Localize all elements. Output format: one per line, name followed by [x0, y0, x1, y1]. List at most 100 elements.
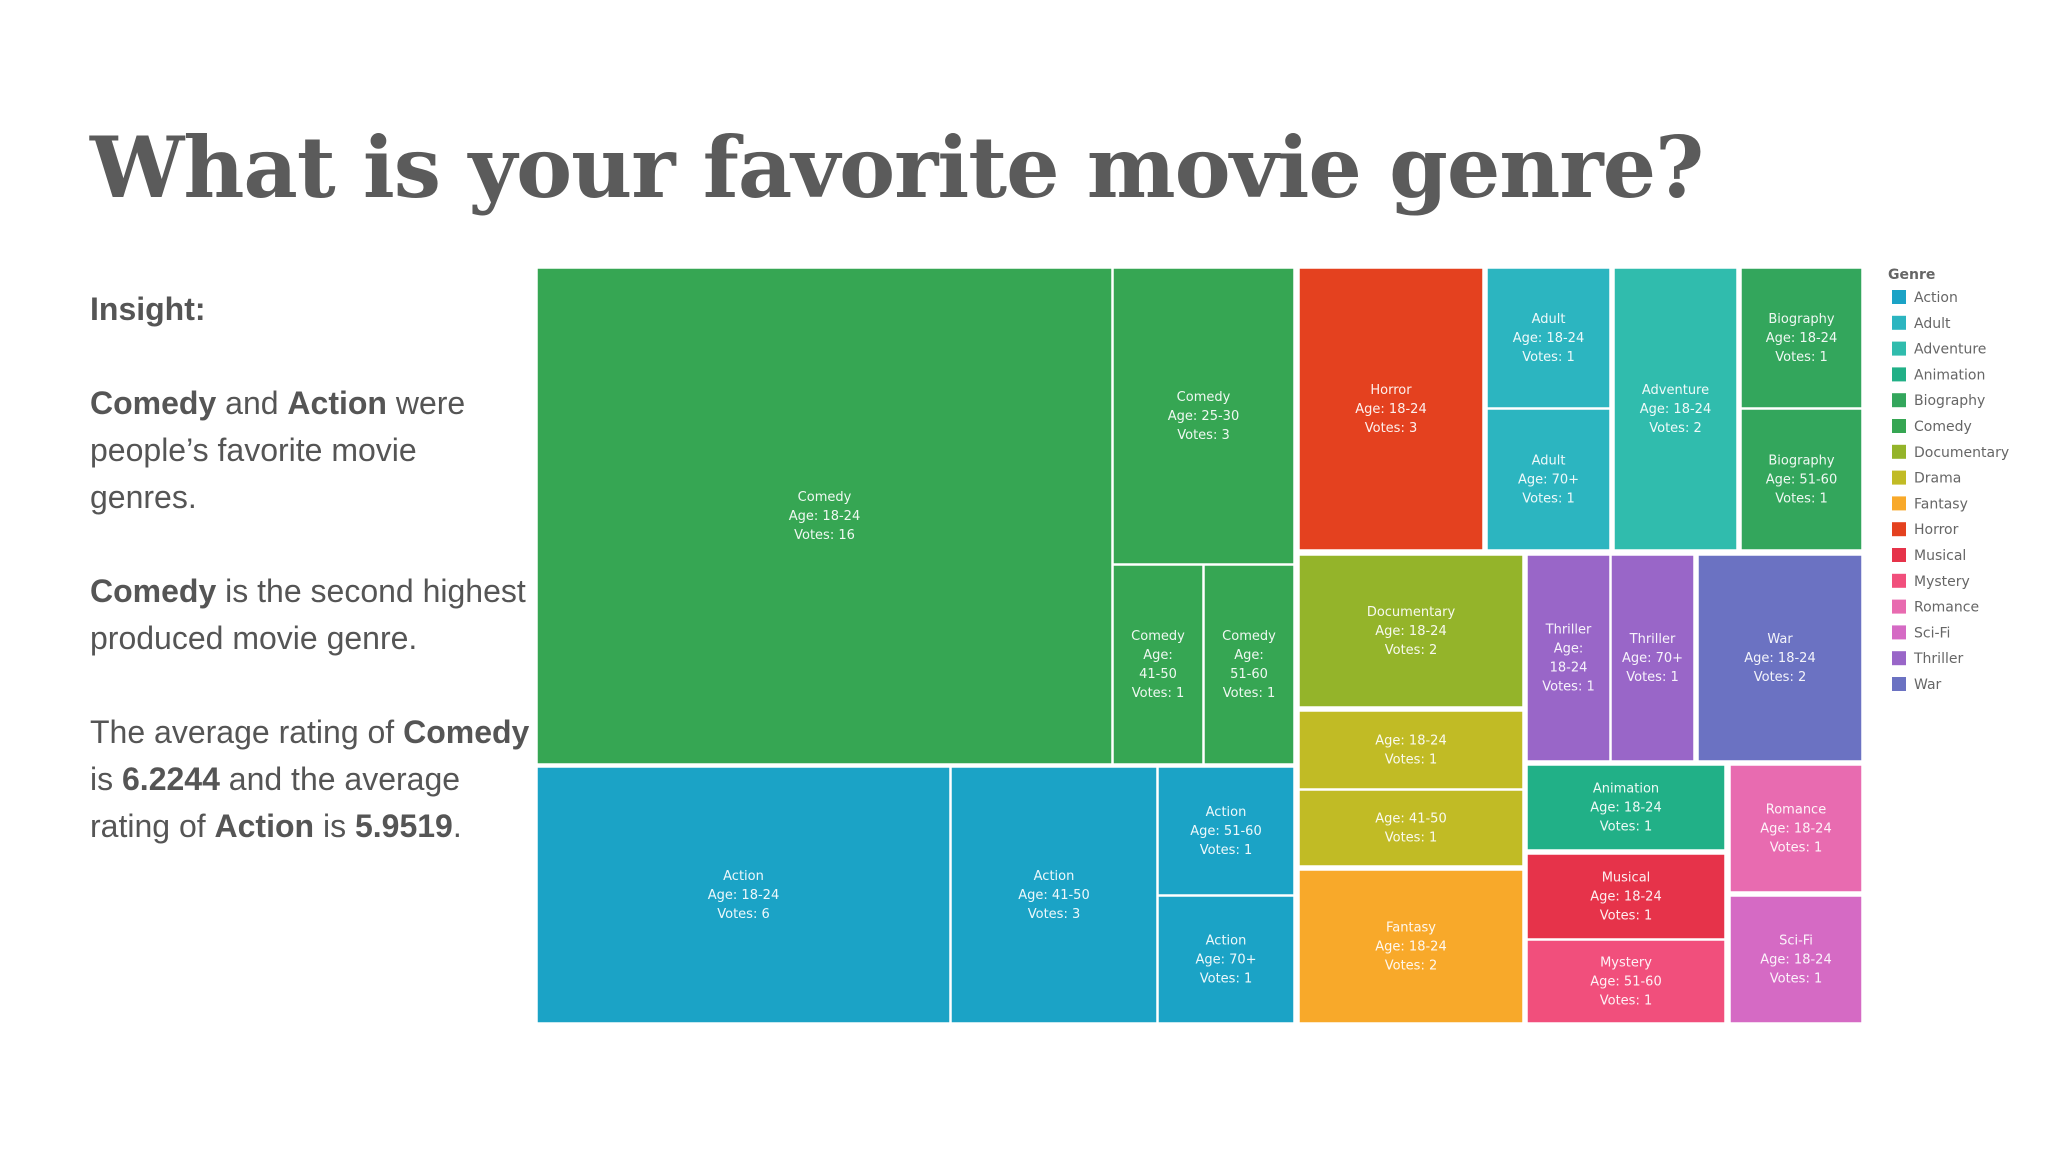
treemap-cell-rect[interactable]	[1610, 554, 1695, 762]
insight-bold-text: 5.9519	[354, 808, 453, 844]
treemap-cell-rect[interactable]	[1697, 554, 1863, 762]
insight-text: and	[216, 385, 288, 421]
legend-item-adult[interactable]: Adult	[1892, 315, 1951, 332]
treemap-cell-mystery-23[interactable]: Mystery Age: 51-60 Votes: 1	[1526, 939, 1726, 1024]
legend-item-documentary[interactable]: Documentary	[1892, 444, 2009, 461]
treemap-cell-drama-15[interactable]: Age: 18-24 Votes: 1	[1298, 710, 1524, 790]
legend-label: Sci-Fi	[1914, 625, 1950, 641]
treemap-cell-label: Votes: 1	[1385, 831, 1438, 846]
treemap-cell-action-5[interactable]: Action Age: 41-50 Votes: 3	[950, 766, 1158, 1024]
treemap-cell-rect[interactable]	[1486, 267, 1611, 409]
treemap-cell-comedy-0[interactable]: Comedy Age: 18-24 Votes: 16	[536, 267, 1113, 765]
treemap-cell-rect[interactable]	[1298, 554, 1524, 708]
legend-item-animation[interactable]: Animation	[1892, 367, 1985, 383]
treemap-cell-thriller-19[interactable]: Thriller Age: 70+ Votes: 1	[1610, 554, 1695, 762]
treemap-cell-rect[interactable]	[1112, 564, 1204, 765]
legend-item-adventure[interactable]: Adventure	[1892, 341, 1986, 358]
legend-swatch	[1892, 315, 1906, 330]
treemap-cell-rect[interactable]	[1613, 267, 1738, 551]
legend-item-musical[interactable]: Musical	[1892, 548, 1966, 564]
treemap-cell-rect[interactable]	[1298, 789, 1524, 867]
legend-item-horror[interactable]: Horror	[1892, 522, 1959, 538]
treemap-cell-label: Adult	[1532, 312, 1566, 327]
treemap-cell-musical-22[interactable]: Musical Age: 18-24 Votes: 1	[1526, 853, 1726, 940]
treemap-cell-label: Age: 18-24	[1744, 651, 1815, 666]
treemap-cell-action-7[interactable]: Action Age: 70+ Votes: 1	[1157, 895, 1295, 1024]
treemap-cell-rect[interactable]	[536, 766, 951, 1024]
chart-legend: Genre Action Adult Adventure Animation Biogra…	[1888, 267, 2009, 693]
treemap-cell-adult-10[interactable]: Adult Age: 70+ Votes: 1	[1486, 408, 1611, 551]
treemap-cell-biography-12[interactable]: Biography Age: 18-24 Votes: 1	[1740, 267, 1863, 409]
legend-swatch	[1892, 625, 1906, 640]
treemap-cell-label: Age: 41-50	[1018, 888, 1089, 903]
treemap-cell-rect[interactable]	[1112, 267, 1295, 565]
treemap-cell-comedy-3[interactable]: Comedy Age: 51-60 Votes: 1	[1203, 564, 1295, 765]
treemap-cell-rect[interactable]	[1203, 564, 1295, 765]
treemap-cell-label: Adventure	[1642, 383, 1709, 398]
treemap-cell-rect[interactable]	[1298, 267, 1484, 551]
legend-item-thriller[interactable]: Thriller	[1892, 651, 1963, 667]
treemap-cell-action-6[interactable]: Action Age: 51-60 Votes: 1	[1157, 766, 1295, 896]
treemap-cell-rect[interactable]	[1526, 939, 1726, 1024]
treemap-cell-rect[interactable]	[1298, 869, 1524, 1024]
legend-swatch	[1892, 393, 1906, 408]
treemap-cell-comedy-1[interactable]: Comedy Age: 25-30 Votes: 3	[1112, 267, 1295, 565]
legend-label: Romance	[1914, 600, 1979, 616]
treemap-cell-adventure-11[interactable]: Adventure Age: 18-24 Votes: 2	[1613, 267, 1738, 551]
treemap-cell-adult-9[interactable]: Adult Age: 18-24 Votes: 1	[1486, 267, 1611, 409]
treemap-cell-label: Votes: 1	[1770, 841, 1823, 856]
treemap-cell-label: Mystery	[1600, 956, 1652, 971]
treemap-cell-label: Votes: 1	[1542, 680, 1595, 695]
legend-item-scifi[interactable]: Sci-Fi	[1892, 625, 1950, 641]
treemap-cell-rect[interactable]	[1729, 895, 1863, 1024]
legend-swatch	[1892, 470, 1906, 485]
treemap-cell-rect[interactable]	[950, 766, 1158, 1024]
treemap-cell-rect[interactable]	[1298, 710, 1524, 790]
treemap-cell-scifi-25[interactable]: Sci-Fi Age: 18-24 Votes: 1	[1729, 895, 1863, 1024]
treemap-cell-fantasy-17[interactable]: Fantasy Age: 18-24 Votes: 2	[1298, 869, 1524, 1024]
legend-item-comedy[interactable]: Comedy	[1892, 419, 1972, 435]
legend-item-action[interactable]: Action	[1892, 290, 1958, 306]
treemap-cell-rect[interactable]	[1526, 764, 1726, 851]
treemap-cell-rect[interactable]	[1740, 408, 1863, 551]
insight-panel: Insight: Comedy and Action were people’s…	[90, 286, 530, 897]
treemap-cell-rect[interactable]	[1729, 764, 1863, 893]
treemap-cell-action-4[interactable]: Action Age: 18-24 Votes: 6	[536, 766, 951, 1024]
treemap-cell-rect[interactable]	[1157, 766, 1295, 896]
legend-label: Drama	[1914, 471, 1961, 487]
treemap-cell-comedy-2[interactable]: Comedy Age: 41-50 Votes: 1	[1112, 564, 1204, 765]
treemap-cell-label: Votes: 1	[1600, 994, 1653, 1009]
insight-text: is the second highest produced movie gen…	[90, 573, 526, 656]
treemap-cell-label: Votes: 1	[1522, 492, 1575, 507]
treemap-cell-label: Age: 18-24	[789, 509, 860, 524]
treemap-cell-horror-8[interactable]: Horror Age: 18-24 Votes: 3	[1298, 267, 1484, 551]
treemap-cell-rect[interactable]	[1526, 554, 1611, 762]
treemap-cell-rect[interactable]	[1486, 408, 1611, 551]
treemap-cell-label: Age:	[1234, 648, 1264, 663]
treemap-cell-label: Action	[1206, 934, 1247, 949]
treemap-cell-rect[interactable]	[1157, 895, 1295, 1024]
treemap-cell-rect[interactable]	[1740, 267, 1863, 409]
legend-item-fantasy[interactable]: Fantasy	[1892, 496, 1968, 512]
page-title: What is your favorite movie genre?	[90, 118, 1704, 217]
treemap-cell-label: Documentary	[1367, 605, 1456, 620]
legend-item-biography[interactable]: Biography	[1892, 393, 1985, 409]
treemap-cell-documentary-14[interactable]: Documentary Age: 18-24 Votes: 2	[1298, 554, 1524, 708]
insight-text: were people’s favorite movie genres.	[90, 385, 466, 515]
treemap-cell-rect[interactable]	[536, 267, 1113, 765]
treemap-cell-label: Age:	[1554, 642, 1584, 657]
treemap-cell-label: Votes: 2	[1754, 670, 1807, 685]
treemap-cell-label: Votes: 1	[1200, 972, 1253, 987]
treemap-cell-war-20[interactable]: War Age: 18-24 Votes: 2	[1697, 554, 1863, 762]
treemap-cell-animation-21[interactable]: Animation Age: 18-24 Votes: 1	[1526, 764, 1726, 851]
legend-item-war[interactable]: War	[1892, 677, 1942, 693]
treemap-cell-romance-24[interactable]: Romance Age: 18-24 Votes: 1	[1729, 764, 1863, 893]
legend-item-drama[interactable]: Drama	[1892, 470, 1961, 487]
legend-item-mystery[interactable]: Mystery	[1892, 573, 1970, 590]
treemap-cell-thriller-18[interactable]: Thriller Age: 18-24 Votes: 1	[1526, 554, 1611, 762]
treemap-cell-drama-16[interactable]: Age: 41-50 Votes: 1	[1298, 789, 1524, 867]
treemap-cell-label: Age: 70+	[1622, 651, 1683, 666]
treemap-cell-biography-13[interactable]: Biography Age: 51-60 Votes: 1	[1740, 408, 1863, 551]
treemap-cell-rect[interactable]	[1526, 853, 1726, 940]
legend-item-romance[interactable]: Romance	[1892, 599, 1979, 616]
